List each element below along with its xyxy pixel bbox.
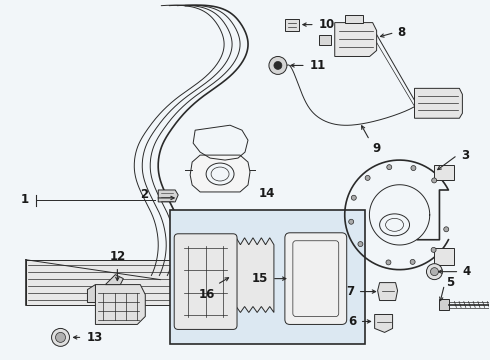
Circle shape [351,195,356,200]
Circle shape [349,219,354,224]
Text: 7: 7 [346,285,355,298]
Circle shape [410,260,415,264]
Text: 5: 5 [446,276,455,289]
Text: 2: 2 [140,188,148,202]
Text: 1: 1 [21,193,28,206]
Polygon shape [190,155,250,192]
Circle shape [51,328,70,346]
Polygon shape [415,88,463,118]
Circle shape [431,247,436,252]
Circle shape [387,165,392,170]
Polygon shape [96,285,145,324]
FancyBboxPatch shape [174,234,237,329]
Text: 11: 11 [310,59,326,72]
Text: 6: 6 [348,315,357,328]
Polygon shape [435,248,454,265]
Polygon shape [440,298,449,310]
Polygon shape [335,23,377,57]
Text: 14: 14 [259,187,275,200]
Bar [170,210,365,345]
Polygon shape [87,285,96,302]
Bar [25,260,182,305]
Text: 8: 8 [397,26,406,39]
Circle shape [386,260,391,265]
Text: 9: 9 [372,142,381,155]
Polygon shape [378,283,397,301]
Circle shape [411,166,416,171]
Polygon shape [435,165,454,180]
Polygon shape [232,238,274,312]
Polygon shape [158,190,178,202]
Circle shape [365,175,370,180]
Polygon shape [319,35,331,45]
Polygon shape [105,275,123,285]
Text: 12: 12 [109,250,125,263]
Polygon shape [375,315,392,332]
Text: 4: 4 [463,265,470,278]
Circle shape [426,264,442,280]
Circle shape [269,57,287,75]
Circle shape [444,227,449,232]
Circle shape [274,62,282,69]
Text: 16: 16 [199,288,215,301]
Polygon shape [285,19,299,31]
Circle shape [432,178,437,183]
Polygon shape [345,15,363,23]
Text: 15: 15 [251,272,268,285]
Ellipse shape [206,163,234,185]
Circle shape [431,268,439,276]
Text: 3: 3 [462,149,469,162]
Text: 10: 10 [319,18,335,31]
Circle shape [55,332,66,342]
FancyBboxPatch shape [285,233,347,324]
Polygon shape [182,238,224,312]
Text: 13: 13 [86,331,103,344]
Circle shape [358,242,363,247]
